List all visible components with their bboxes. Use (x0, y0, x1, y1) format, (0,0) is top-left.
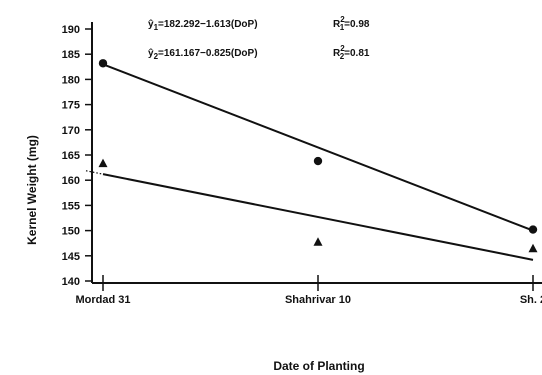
r2-value: =0.81 (344, 48, 370, 59)
circle-point (528, 225, 538, 234)
y-axis: 190 185 180 175 170 165 160 155 150 145 140 (62, 22, 93, 288)
r2-subscript: 2 (340, 52, 345, 61)
r1-superscript: 2 (340, 15, 345, 24)
r2-label: R (333, 48, 341, 59)
y-tick-label: 165 (62, 150, 80, 162)
x-tick-label: Sh. 2 (520, 294, 542, 306)
data-points (98, 59, 538, 253)
triangle-point (98, 158, 108, 168)
eq1-subscript: 1 (154, 23, 159, 32)
regression-line-1 (102, 63, 534, 232)
x-axis: Mordad 31 Shahrivar 10 Sh. 2 (75, 275, 542, 306)
equation-2: ŷ2=161.167−0.825(DoP) (148, 48, 258, 61)
y-tick-label: 185 (62, 49, 80, 61)
y-tick-label: 155 (62, 200, 80, 212)
triangle-point (528, 243, 538, 253)
circle-point (98, 59, 108, 68)
eq2-formula: =161.167−0.825(DoP) (158, 48, 258, 59)
y-tick-label: 175 (62, 100, 80, 112)
regression-line-2-extension (85, 170, 104, 175)
y-tick-label: 180 (62, 74, 80, 86)
svg-text:ŷ2=161.167−0.825(DoP): ŷ2=161.167−0.825(DoP) (148, 48, 258, 61)
equation-1: ŷ1=182.292−1.613(DoP) (148, 19, 258, 32)
x-tick-label: Shahrivar 10 (285, 294, 351, 306)
r1-label: R (333, 19, 341, 30)
y-axis-title: Kernel Weight (mg) (25, 135, 39, 245)
y-tick-label: 170 (62, 125, 80, 137)
regression-line-2 (102, 173, 534, 261)
circle-point (313, 156, 323, 166)
r-squared-1: R2 1=0.98 (333, 15, 370, 32)
y-tick-label: 190 (62, 24, 80, 36)
x-tick-label: Mordad 31 (75, 294, 130, 306)
r1-subscript: 1 (340, 23, 345, 32)
eq2-subscript: 2 (154, 52, 159, 61)
regression-lines (85, 63, 534, 261)
svg-text:R21=0.98: R2 1=0.98 (333, 15, 370, 32)
r2-superscript: 2 (340, 44, 345, 53)
r1-value: =0.98 (344, 19, 370, 30)
eq1-formula: =182.292−1.613(DoP) (158, 19, 258, 30)
x-axis-title: Date of Planting (273, 359, 364, 373)
r-squared-2: R2 2=0.81 (333, 44, 370, 61)
y-tick-label: 140 (62, 276, 80, 288)
eq1-yhat: ŷ (148, 19, 154, 30)
y-tick-label: 145 (62, 251, 80, 263)
triangle-point (313, 237, 323, 246)
svg-text:R22=0.81: R2 2=0.81 (333, 44, 370, 61)
y-ticks: 190 185 180 175 170 165 160 155 150 145 140 (62, 24, 92, 288)
y-tick-label: 160 (62, 175, 80, 187)
svg-text:ŷ1=182.292−1.613(DoP): ŷ1=182.292−1.613(DoP) (148, 19, 258, 32)
y-tick-label: 150 (62, 226, 80, 238)
eq2-yhat: ŷ (148, 48, 154, 59)
x-ticks: Mordad 31 Shahrivar 10 Sh. 2 (75, 275, 542, 306)
